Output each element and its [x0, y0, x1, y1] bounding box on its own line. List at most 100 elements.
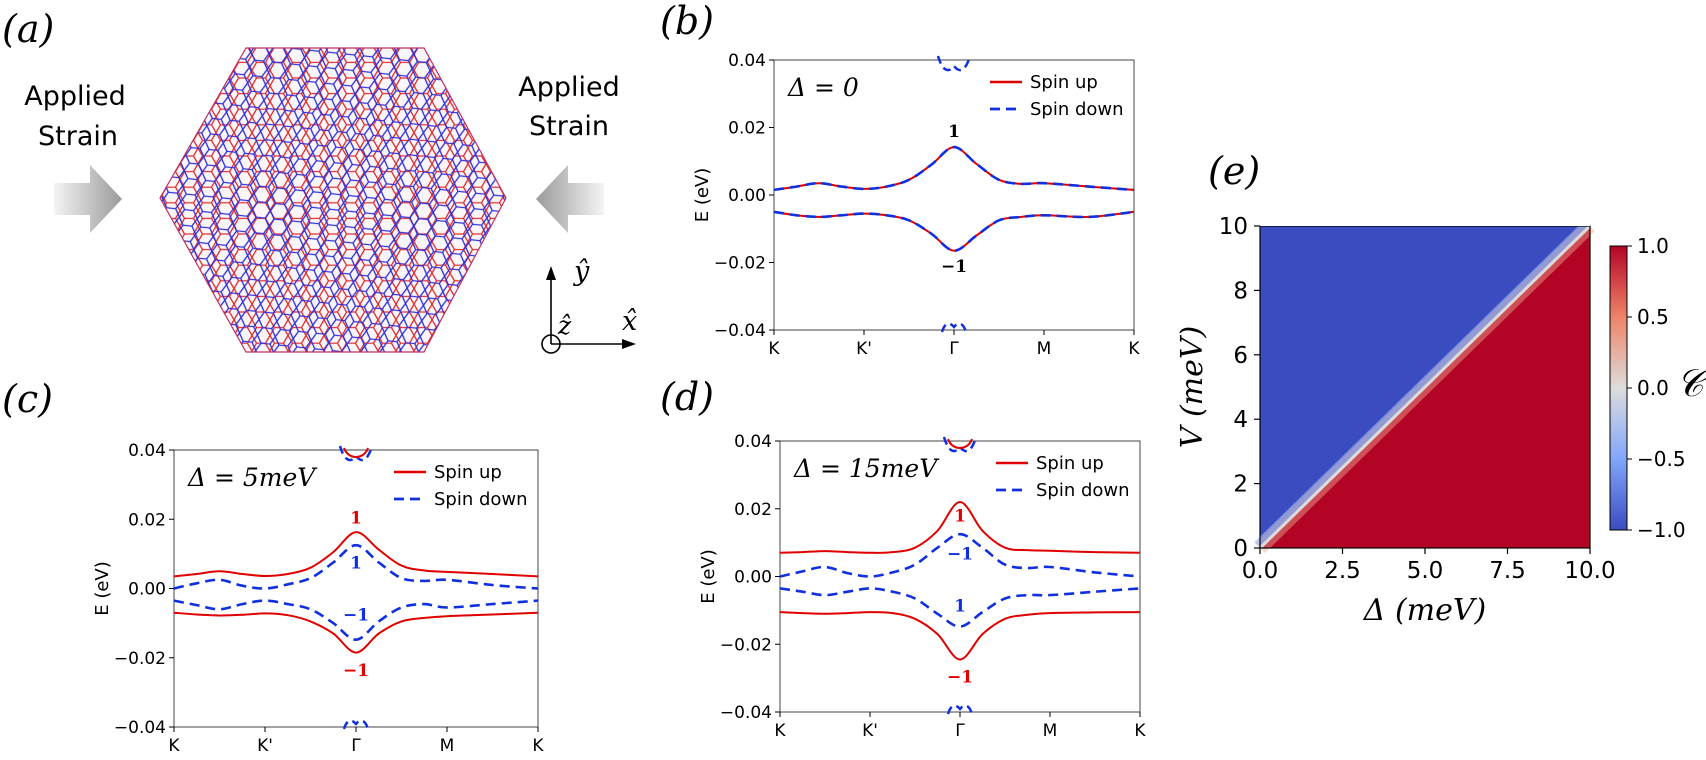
colorbar-tick-label: −1.0	[1637, 518, 1686, 542]
colorbar-tick-label: 0.5	[1637, 305, 1669, 329]
ytick-label-b: −0.02	[714, 254, 766, 274]
legend-label-spin-up-d: Spin up	[1036, 453, 1104, 474]
ytick-label-b: 0.00	[728, 186, 766, 206]
legend-label-spin-down-c: Spin down	[434, 489, 528, 510]
panel-e-chart: 0.0 2.5 5.0 7.5 10.0 0 2 4 6 8 10 Δ (meV) V (meV) 1.0…	[1175, 214, 1706, 628]
ylabel-d: E (eV)	[698, 549, 719, 604]
band-fragment-top-red-d	[947, 438, 973, 449]
applied-strain-right-line1: Applied	[518, 72, 620, 103]
ytick-label-c: −0.02	[114, 649, 166, 669]
panel-label-b: (b)	[660, 0, 714, 43]
band-line-d-3	[779, 587, 1141, 628]
band-fragment-bottom-c	[342, 719, 370, 730]
xtick-label-b: K'	[856, 339, 872, 359]
heatmap-diagonal	[1258, 224, 1592, 550]
chern-label-d: 1	[954, 507, 966, 527]
heatmap-xtick-label: 0.0	[1242, 558, 1279, 584]
legend-label-spin-up-b: Spin up	[1030, 72, 1098, 93]
xtick-label-d: K	[774, 721, 786, 741]
plot-frame-d	[779, 440, 1141, 713]
panel-title-b: Δ = 0	[787, 73, 859, 102]
chern-label-c: 1	[350, 554, 362, 574]
chern-label-d: 1	[954, 596, 966, 616]
band-line-c-3	[173, 599, 539, 641]
legend-label-spin-down-d: Spin down	[1036, 480, 1130, 501]
ytick-label-d: 0.02	[734, 500, 772, 520]
ytick-label-b: 0.02	[728, 119, 766, 139]
legend-label-spin-up-c: Spin up	[434, 462, 502, 483]
xtick-label-d: K'	[862, 721, 878, 741]
heatmap-ytick-label: 4	[1233, 407, 1248, 433]
panel-c-chart: 0.040.020.00−0.02−0.04K K' Γ M KE (eV)Δ = 5m…	[92, 441, 544, 756]
band-line-b-2	[773, 145, 1135, 192]
xtick-label-b: K	[1128, 339, 1140, 359]
band-line-d-1	[779, 611, 1141, 661]
legend-label-spin-down-b: Spin down	[1030, 99, 1124, 120]
heatmap-top-mask	[1260, 218, 1590, 226]
chern-label-c: −1	[343, 605, 369, 625]
ylabel-b: E (eV)	[692, 168, 713, 223]
xtick-label-d: K	[1134, 721, 1146, 741]
ylabel-c: E (eV)	[92, 561, 113, 616]
band-fragment-bottom-b	[940, 322, 968, 333]
xtick-label-b: K	[768, 339, 780, 359]
panel-title-c: Δ = 5meV	[187, 463, 318, 492]
ytick-label-d: 0.04	[734, 432, 772, 452]
z-axis-label: ẑ	[557, 311, 572, 340]
band-line-d-0	[779, 500, 1141, 554]
colorbar	[1609, 245, 1628, 531]
heatmap-ytick-label: 2	[1233, 472, 1248, 498]
chern-label-c: 1	[350, 509, 362, 529]
heatmap-ytick-label: 0	[1233, 536, 1248, 562]
xtick-label-c: M	[440, 736, 455, 756]
ytick-label-d: −0.02	[720, 635, 772, 655]
y-axis-label: ŷ	[573, 256, 590, 287]
plot-frame-b	[773, 59, 1135, 331]
strain-arrow-left-icon	[536, 165, 604, 233]
moire-lattice	[160, 48, 506, 352]
xtick-label-c: K	[168, 736, 180, 756]
chern-label-b: −1	[941, 257, 967, 277]
xtick-label-d: Γ	[955, 721, 965, 741]
xtick-label-c: Γ	[351, 736, 361, 756]
chern-label-d: −1	[947, 667, 973, 687]
ytick-label-c: 0.04	[128, 441, 166, 461]
heatmap-transition-cool	[1254, 220, 1590, 548]
panel-title-d: Δ = 15meV	[793, 454, 940, 483]
xtick-label-b: M	[1037, 339, 1052, 359]
panel-label-d: (d)	[660, 375, 714, 419]
band-fragment-bottom-d	[946, 704, 974, 715]
heatmap-ylabel: V (meV)	[1175, 326, 1210, 448]
heatmap-ytick-label: 6	[1233, 343, 1248, 369]
band-line-c-2	[173, 543, 539, 590]
panel-label-c: (c)	[2, 377, 53, 421]
heatmap-xlabel: Δ (meV)	[1363, 593, 1486, 628]
ytick-label-b: −0.04	[714, 321, 766, 341]
heatmap-xtick-label: 5.0	[1407, 558, 1444, 584]
band-fragment-top-b	[936, 55, 972, 72]
panel-label-e: (e)	[1208, 149, 1260, 193]
band-fragment-top-c	[338, 445, 374, 462]
ytick-label-c: 0.02	[128, 510, 166, 530]
xtick-label-c: K'	[257, 736, 273, 756]
heatmap-xtick-label: 2.5	[1324, 558, 1361, 584]
heatmap-xtick-label: 7.5	[1489, 558, 1526, 584]
xtick-label-b: Γ	[949, 339, 959, 359]
xtick-label-c: K	[532, 736, 544, 756]
band-line-c-0	[173, 531, 539, 578]
chern-label-d: −1	[947, 544, 973, 564]
strain-arrow-right-icon	[54, 165, 122, 233]
band-line-b-3	[773, 210, 1135, 252]
ytick-label-c: 0.00	[128, 580, 166, 600]
ytick-label-d: −0.04	[720, 703, 772, 723]
chern-label-c: −1	[343, 661, 369, 681]
x-axis-label: x̂	[622, 306, 637, 337]
band-fragment-top-red-c	[343, 447, 369, 458]
colorbar-tick-label: −0.5	[1637, 447, 1686, 471]
heatmap-xtick-label: 10.0	[1564, 558, 1615, 584]
applied-strain-left-line1: Applied	[24, 81, 126, 112]
heatmap-ytick-label: 8	[1233, 278, 1248, 304]
xtick-label-d: M	[1043, 721, 1058, 741]
